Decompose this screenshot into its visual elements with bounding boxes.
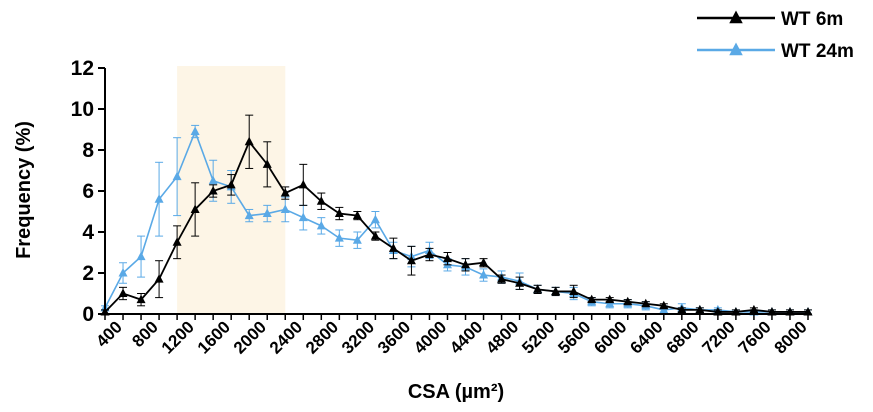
data-point (280, 204, 290, 213)
x-tick-label: 5200 (518, 317, 558, 357)
data-point (587, 294, 597, 304)
x-tick-label: 5600 (554, 317, 594, 357)
x-tick-label: 3200 (338, 317, 378, 357)
data-point (352, 235, 362, 244)
legend-label: WT 6m (781, 9, 843, 30)
series-line (104, 129, 808, 313)
x-ticks: 400 8001200160020002400280032003600400044… (92, 314, 811, 358)
data-point (551, 286, 561, 295)
x-tick-label: 3600 (374, 317, 414, 357)
x-tick-label: 800 (128, 317, 161, 350)
data-point (298, 212, 308, 222)
x-tick-label: 6800 (662, 317, 702, 357)
data-point (479, 270, 489, 279)
data-point (461, 259, 471, 269)
x-tick-label: 4800 (482, 317, 522, 357)
x-tick-label: 2400 (266, 317, 306, 357)
data-point (172, 171, 182, 181)
x-axis-title: CSA (µm²) (408, 381, 504, 403)
data-point (677, 304, 687, 314)
data-point (641, 298, 651, 308)
data-point (352, 210, 362, 220)
data-point (388, 243, 398, 252)
y-tick-label: 8 (82, 139, 94, 162)
data-point (334, 208, 344, 218)
data-point (136, 294, 146, 304)
data-point (244, 136, 254, 146)
y-ticks: 0 2 4 6 8 10 12 (71, 57, 105, 326)
x-tick-label: 8000 (771, 317, 811, 357)
y-axis-title: Frequency (%) (13, 121, 35, 259)
data-point (316, 196, 326, 205)
y-tick-label: 4 (82, 221, 94, 244)
data-point (154, 274, 164, 283)
data-point (749, 304, 759, 314)
data-point (424, 249, 434, 259)
series-layer (100, 114, 813, 316)
x-tick-label: 6000 (590, 317, 630, 357)
data-point (208, 175, 218, 185)
legend-marker (729, 42, 743, 56)
data-point (497, 274, 507, 283)
series-wt-6m (100, 114, 813, 316)
x-tick-label: 7200 (699, 317, 739, 357)
data-point (226, 179, 236, 189)
x-tick-label: 7600 (735, 317, 775, 357)
data-point (118, 268, 128, 277)
x-tick-label: 400 (92, 317, 125, 350)
data-point (262, 159, 272, 168)
data-point (370, 231, 380, 240)
x-tick-label: 6400 (626, 317, 666, 357)
data-point (262, 208, 272, 218)
data-point (118, 288, 128, 297)
data-point (136, 251, 146, 261)
data-point (515, 278, 525, 287)
legend: WT 6m WT 24m (697, 9, 854, 62)
data-point (569, 286, 579, 295)
data-point (280, 188, 290, 197)
data-point (190, 126, 200, 136)
x-tick-label: 4000 (410, 317, 450, 357)
data-point (190, 204, 200, 213)
y-tick-label: 0 (82, 303, 94, 326)
series-line (104, 140, 808, 313)
data-point (623, 296, 633, 306)
data-point (298, 179, 308, 189)
data-point (406, 255, 416, 265)
y-tick-label: 12 (71, 57, 94, 80)
x-tick-label: 2800 (302, 317, 342, 357)
x-tick-label: 1600 (194, 317, 234, 357)
legend-marker (729, 10, 743, 24)
legend-label: WT 24m (781, 41, 854, 62)
data-point (533, 284, 543, 293)
data-point (208, 186, 218, 195)
data-point (244, 210, 254, 220)
data-point (154, 194, 164, 203)
x-tick-label: 1200 (158, 317, 198, 357)
data-point (659, 300, 669, 310)
data-point (695, 304, 705, 314)
data-point (479, 257, 489, 267)
data-point (370, 214, 380, 224)
data-point (316, 220, 326, 230)
x-tick-label: 2000 (230, 317, 270, 357)
data-point (442, 253, 452, 263)
data-point (334, 233, 344, 242)
data-point (172, 237, 182, 246)
y-tick-label: 10 (71, 98, 94, 121)
y-tick-label: 6 (82, 180, 94, 203)
x-tick-label: 4400 (446, 317, 486, 357)
y-tick-label: 2 (82, 262, 94, 285)
data-point (605, 294, 615, 304)
